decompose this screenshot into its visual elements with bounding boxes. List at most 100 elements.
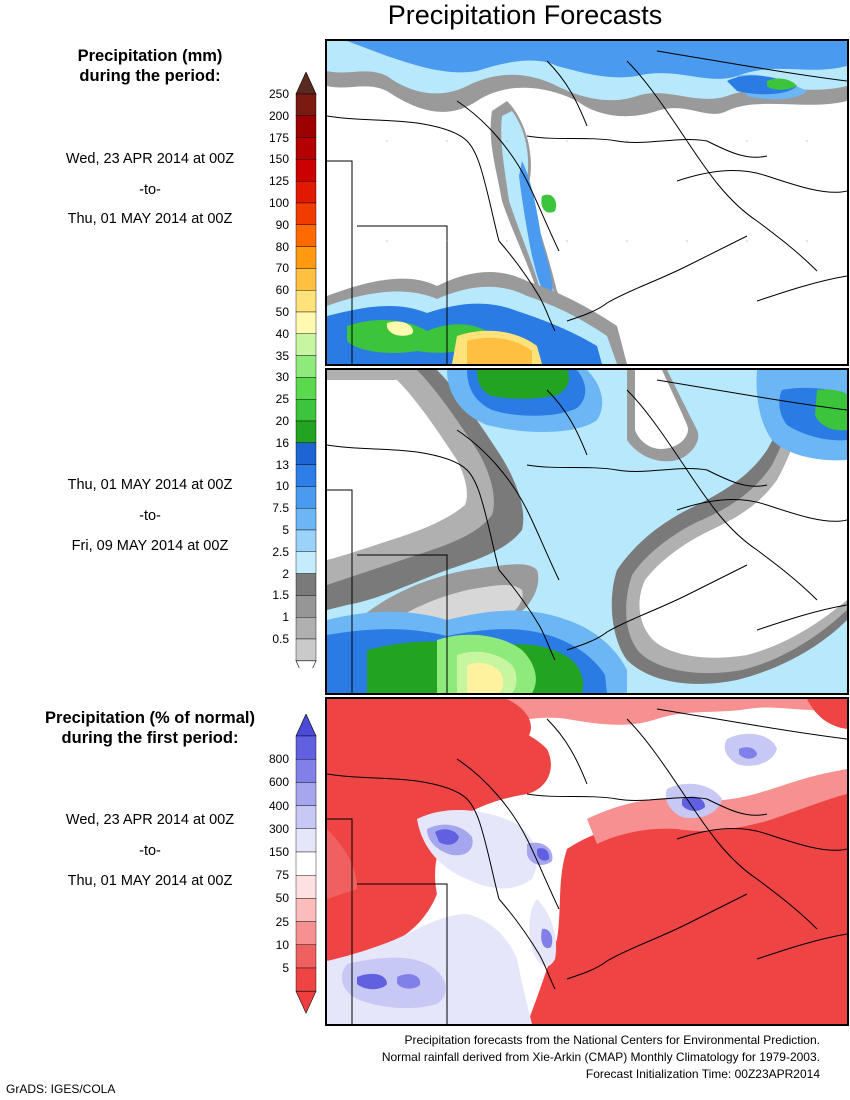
pct-colorbar-label: 10: [275, 937, 289, 952]
mm-colorbar-label: 125: [268, 174, 289, 189]
page-title: Precipitation Forecasts: [387, 0, 663, 30]
mm-colorbar-box: [295, 420, 317, 443]
mm-colorbar-label: 1: [282, 610, 289, 625]
mm-colorbar-bottom-cap: [295, 660, 317, 668]
map-period2-svg: [327, 370, 847, 693]
period2-sep: -to-: [139, 508, 161, 524]
pct-colorbar-box: [295, 967, 317, 992]
mm-colorbar-label: 1.5: [272, 588, 289, 603]
mm-colorbar-box: [295, 529, 317, 552]
mm-colorbar-label: 2: [282, 566, 289, 581]
mm-colorbar-label: 13: [275, 457, 289, 472]
mm-colorbar-box: [295, 268, 317, 291]
pct-colorbar-label: 300: [268, 821, 289, 836]
period3-start: Wed, 23 APR 2014 at 00Z: [65, 812, 235, 828]
mm-colorbar-box: [295, 508, 317, 531]
pct-legend-heading: Precipitation (% of normal) during the f…: [30, 708, 270, 748]
pct-colorbar-box: [295, 782, 317, 806]
mm-colorbar-label: 50: [275, 305, 289, 319]
pct-colorbar-box: [295, 944, 317, 969]
mm-colorbar-label: 10: [275, 479, 289, 494]
mm-colorbar-label: 16: [275, 435, 289, 450]
mm-colorbar-box: [295, 377, 317, 400]
pct-legend-heading-line1: Precipitation (% of normal): [45, 709, 255, 727]
mm-colorbar-label: 80: [275, 239, 289, 254]
period1-start: Wed, 23 APR 2014 at 00Z: [65, 151, 235, 167]
mm-legend-heading-line2: during the period:: [79, 67, 221, 85]
pct-colorbar-box: [295, 921, 317, 946]
grads-credit: GrADS: IGES/COLA: [6, 1082, 116, 1096]
period1-sep: -to-: [139, 182, 161, 198]
map-panel-percent-normal: [325, 697, 849, 1026]
period2-start: Thu, 01 MAY 2014 at 00Z: [67, 477, 233, 493]
footer-line1: Precipitation forecasts from the Nationa…: [404, 1033, 820, 1047]
mm-colorbar-box: [295, 486, 317, 509]
mm-colorbar-box: [295, 224, 317, 247]
mm-colorbar-box: [295, 355, 317, 378]
period2-end: Fri, 09 MAY 2014 at 00Z: [71, 538, 229, 554]
mm-legend-heading-line1: Precipitation (mm): [77, 47, 223, 65]
mm-colorbar-label: 70: [275, 261, 289, 276]
pct-colorbar-label: 150: [268, 845, 289, 859]
pct-colorbar-box: [295, 898, 317, 922]
mm-colorbar-label: 2.5: [272, 544, 289, 559]
mm-colorbar-label: 35: [275, 348, 289, 363]
mm-colorbar-label: 30: [275, 370, 289, 385]
pct-colorbar-box: [295, 874, 317, 899]
pct-colorbar-bottom-cap: [295, 990, 317, 1014]
mm-colorbar-box: [295, 573, 317, 596]
period3-end: Thu, 01 MAY 2014 at 00Z: [67, 873, 233, 889]
footer-line2: Normal rainfall derived from Xie-Arkin (…: [381, 1050, 820, 1064]
pct-colorbar-label: 600: [268, 775, 289, 790]
mm-colorbar-box: [295, 399, 317, 422]
mm-colorbar-label: 60: [275, 283, 289, 298]
mm-colorbar-label: 90: [275, 217, 289, 232]
mm-colorbar-label: 7.5: [272, 501, 289, 516]
mm-colorbar-label: 150: [268, 152, 289, 167]
mm-colorbar-label: 40: [275, 326, 289, 341]
pct-colorbar-box: [295, 805, 317, 829]
pct-colorbar-box: [295, 851, 317, 876]
map-panel-period2: [325, 368, 849, 695]
mm-colorbar-top-cap: [295, 72, 317, 95]
mm-colorbar-box: [295, 595, 317, 618]
mm-colorbar-box: [295, 617, 317, 640]
mm-colorbar-box: [295, 93, 317, 116]
pct-legend-heading-line2: during the first period:: [61, 729, 239, 747]
pct-colorbar-box: [295, 735, 317, 760]
mm-colorbar-box: [295, 638, 317, 661]
mm-colorbar-box: [295, 115, 317, 138]
pct-colorbar-label: 50: [275, 891, 289, 906]
pct-colorbar-label: 25: [275, 914, 289, 929]
map-percent-svg: [327, 699, 847, 1024]
mm-colorbar-label: 0.5: [272, 632, 289, 646]
mm-colorbar-box: [295, 333, 317, 356]
pct-colorbar-label: 800: [268, 752, 289, 767]
map-panel-period1: [325, 39, 849, 366]
mm-colorbar-label: 100: [268, 196, 289, 210]
mm-colorbar: [295, 72, 317, 668]
mm-colorbar-box: [295, 442, 317, 465]
pct-colorbar-box: [295, 759, 317, 783]
mm-colorbar-box: [295, 159, 317, 182]
mm-colorbar-label: 250: [268, 87, 289, 101]
mm-colorbar-label: 25: [275, 392, 289, 407]
pct-colorbar-label: 5: [282, 961, 289, 975]
footer-line3: Forecast Initialization Time: 00Z23APR20…: [585, 1067, 820, 1081]
mm-colorbar-label: 20: [275, 414, 289, 428]
mm-colorbar-box: [295, 202, 317, 225]
mm-colorbar-box: [295, 246, 317, 269]
mm-colorbar-box: [295, 289, 317, 313]
mm-colorbar-box: [295, 311, 317, 334]
pct-colorbar-top-cap: [295, 714, 317, 737]
mm-colorbar-label: 175: [268, 130, 289, 145]
mm-colorbar-label: 200: [268, 108, 289, 123]
mm-colorbar-box: [295, 180, 317, 204]
map-period1-svg: [327, 41, 847, 364]
period3-sep: -to-: [139, 843, 161, 859]
mm-colorbar-box: [295, 551, 317, 574]
mm-colorbar-box: [295, 464, 317, 487]
pct-colorbar: [295, 714, 317, 1014]
pct-colorbar-box: [295, 828, 317, 853]
pct-colorbar-label: 75: [275, 868, 289, 883]
